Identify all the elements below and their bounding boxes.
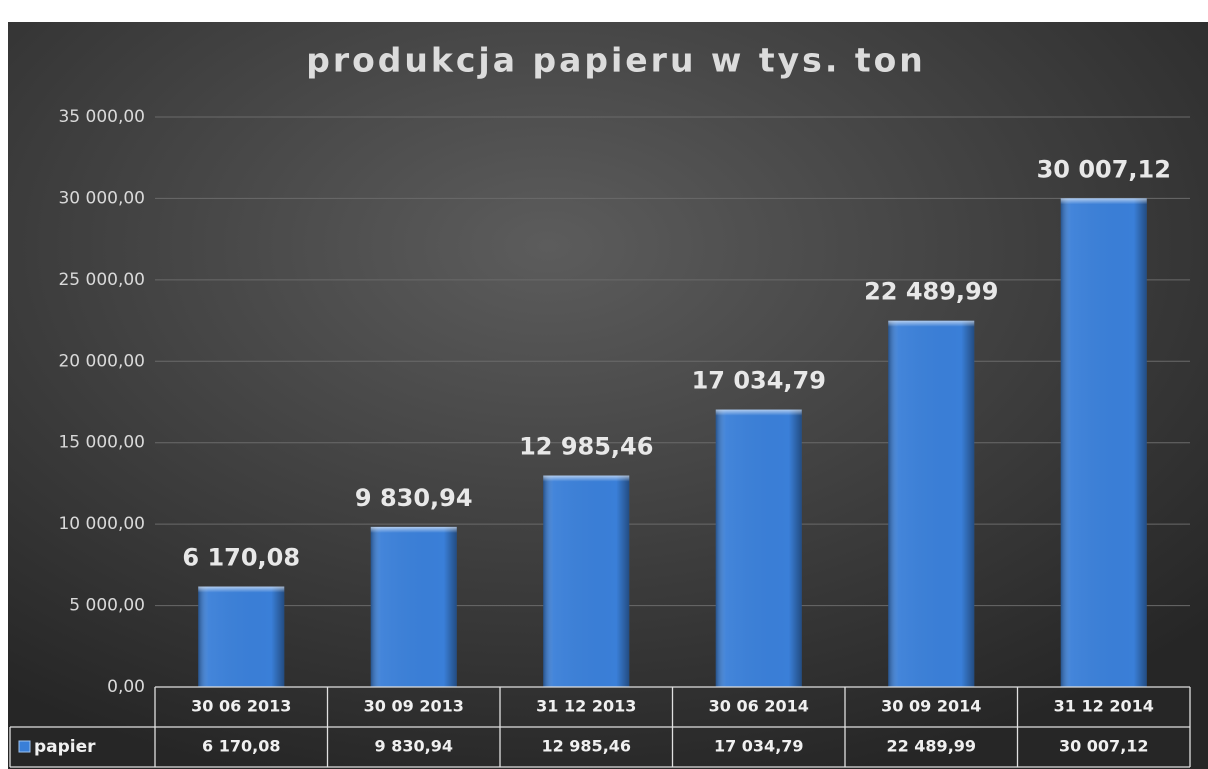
y-tick-label: 0,00 [107,677,145,697]
data-label: 6 170,08 [182,544,300,572]
bar [888,320,975,687]
y-tick-label: 5 000,00 [69,596,145,616]
x-tick-label: 30 06 2013 [191,697,291,716]
table-value: 22 489,99 [886,737,976,756]
bar-shade [888,320,975,687]
data-label: 17 034,79 [692,367,826,395]
x-tick-label: 30 09 2013 [364,697,464,716]
y-tick-label: 15 000,00 [58,433,145,453]
bar-shade [543,475,630,482]
bar-shade [1060,198,1147,205]
bar [198,586,285,687]
table-value: 12 985,46 [541,737,631,756]
bar-shade [1060,198,1147,687]
bar [370,526,457,687]
bar [715,409,802,687]
legend-key [18,740,31,753]
table-value: 6 170,08 [202,737,280,756]
x-tick-label: 31 12 2014 [1054,697,1154,716]
y-tick-label: 10 000,00 [58,514,145,534]
bar-shade [198,586,285,687]
data-label: 30 007,12 [1037,155,1171,183]
y-tick-label: 35 000,00 [58,107,145,127]
bar-shade [715,409,802,687]
y-tick-label: 25 000,00 [58,270,145,290]
bar-shade [370,526,457,533]
table-value: 9 830,94 [375,737,453,756]
x-tick-label: 30 09 2014 [881,697,981,716]
x-tick-label: 31 12 2013 [536,697,636,716]
table-value: 30 007,12 [1059,737,1149,756]
data-label: 12 985,46 [519,433,653,461]
bar [543,475,630,687]
bar-shade [198,586,285,593]
bar-shade [715,409,802,416]
bar-shade [543,475,630,687]
bar-shade [888,320,975,327]
x-tick-label: 30 06 2014 [709,697,809,716]
chart-title: produkcja papieru w tys. ton [306,41,926,80]
bar-shade [370,526,457,687]
bar [1060,198,1147,687]
data-label: 9 830,94 [355,484,473,512]
legend-entry: papier [34,737,96,757]
y-tick-label: 20 000,00 [58,351,145,371]
data-label: 22 489,99 [864,278,998,306]
y-tick-label: 30 000,00 [58,188,145,208]
table-value: 17 034,79 [714,737,804,756]
